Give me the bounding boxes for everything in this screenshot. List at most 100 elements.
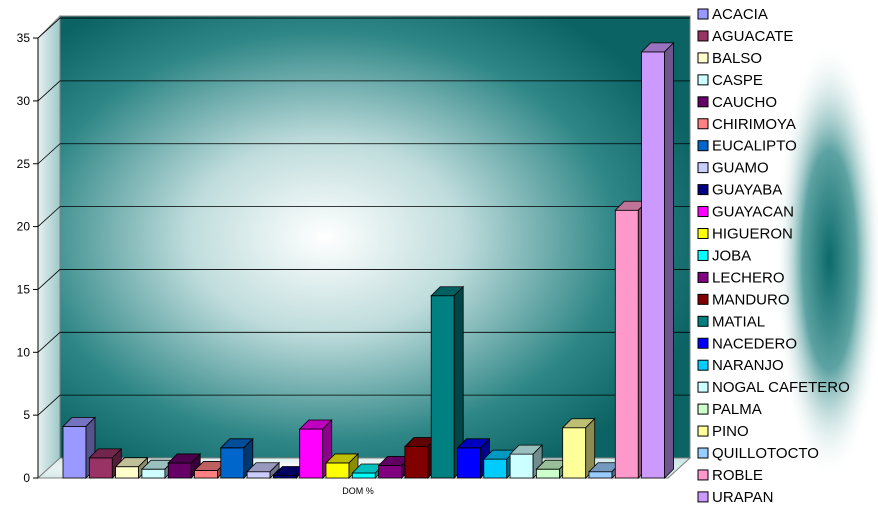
legend-label: GUAMO	[712, 160, 769, 177]
y-tick-label: 25	[17, 157, 31, 171]
bar-side	[269, 461, 280, 479]
legend-label: CAUCHO	[712, 94, 777, 111]
legend-label: NACEDERO	[712, 335, 797, 352]
bar-front	[641, 51, 665, 479]
legend-swatch	[697, 359, 709, 371]
legend-item: CASPE	[697, 72, 763, 89]
legend-swatch	[697, 293, 709, 305]
legend-item: NACEDERO	[697, 335, 797, 352]
bar	[509, 444, 544, 479]
legend-swatch	[697, 337, 709, 349]
chart-walls	[36, 14, 692, 480]
y-tick-label: 15	[17, 282, 31, 296]
legend-label: NARANJO	[712, 357, 784, 374]
bar	[114, 456, 149, 479]
legend-swatch	[697, 30, 709, 42]
legend-label: CHIRIMOYA	[712, 116, 796, 133]
bar-front	[562, 427, 587, 479]
legend-swatch	[697, 447, 709, 459]
legend-swatch	[697, 52, 709, 64]
legend-item: ACACIA	[697, 6, 768, 23]
legend-label: GUAYACAN	[712, 204, 794, 221]
bar	[456, 437, 491, 479]
legend-label: ROBLE	[712, 467, 763, 484]
y-tick-label: 10	[17, 345, 31, 359]
bar	[167, 452, 202, 479]
bar-front	[220, 447, 245, 479]
bar-front	[194, 470, 218, 479]
gridline	[37, 80, 690, 102]
legend-item: PALMA	[697, 401, 762, 418]
gridline	[37, 394, 690, 416]
legend-label: ACACIA	[712, 6, 768, 23]
legend-item: QUILLOTOCTO	[697, 445, 819, 462]
bar	[62, 416, 96, 479]
legend-item: JOBA	[697, 247, 751, 264]
gridline	[37, 143, 690, 165]
legend-swatch	[697, 96, 709, 108]
legend-label: HIGUERON	[712, 226, 793, 243]
legend-label: EUCALIPTO	[712, 138, 797, 155]
legend-item: MATIAL	[697, 313, 765, 330]
bar	[325, 452, 359, 479]
legend-swatch	[697, 206, 709, 218]
legend-item: MANDURO	[697, 291, 790, 308]
legend-label: URAPAN	[712, 489, 773, 506]
bar-front	[457, 447, 481, 479]
gridline	[37, 17, 690, 39]
gridline	[37, 206, 690, 227]
gridlines	[37, 17, 690, 416]
legend-label: QUILLOTOCTO	[712, 445, 819, 462]
bar-front	[351, 472, 376, 479]
backdrop-glow	[770, 40, 878, 480]
bar	[640, 41, 675, 479]
bar-front	[88, 457, 113, 479]
side-wall	[37, 14, 61, 480]
legend: ACACIA AGUACATE BALSO CASPE CAUCHO CHIRIMOYA E…	[697, 6, 850, 506]
bar-front	[62, 426, 87, 479]
bar-front	[246, 471, 271, 479]
gridline	[37, 269, 690, 290]
bar-front	[404, 446, 429, 479]
legend-item: GUAYACAN	[697, 204, 794, 221]
legend-item: NARANJO	[697, 357, 784, 374]
legend-item: AGUACATE	[697, 28, 793, 45]
bar-front	[430, 295, 455, 479]
legend-label: AGUACATE	[712, 28, 793, 45]
legend-label: CASPE	[712, 72, 763, 89]
bars	[62, 41, 675, 479]
y-axis: 0 5 10 15 20 25 30 35	[17, 31, 39, 485]
y-tick-label: 35	[17, 31, 31, 45]
legend-label: MATIAL	[712, 313, 765, 330]
bar-front	[141, 468, 166, 479]
bar-front	[509, 453, 534, 479]
legend-swatch	[697, 315, 709, 327]
legend-swatch	[697, 491, 709, 503]
legend-item: GUAMO	[697, 160, 769, 177]
legend-swatch	[697, 469, 709, 481]
bar	[377, 455, 412, 479]
legend-item: NOGAL CAFETERO	[697, 379, 850, 396]
x-axis-label: DOM %	[342, 486, 374, 496]
legend-item: PINO	[697, 423, 749, 440]
bar-front	[483, 458, 508, 479]
legend-label: PALMA	[712, 401, 762, 418]
legend-swatch	[697, 271, 709, 283]
y-tick-label: 5	[23, 408, 30, 422]
bar-front	[115, 466, 139, 479]
bar	[298, 419, 333, 479]
legend-item: URAPAN	[697, 489, 773, 506]
legend-swatch	[697, 381, 709, 393]
legend-item: LECHERO	[697, 269, 785, 286]
legend-swatch	[697, 403, 709, 415]
y-tick-label: 30	[17, 94, 31, 108]
legend-swatch	[697, 162, 709, 174]
bar	[88, 447, 123, 479]
bar-front	[299, 428, 324, 479]
legend-item: CHIRIMOYA	[697, 116, 796, 133]
legend-item: BALSO	[697, 50, 762, 67]
bar-front	[536, 468, 560, 479]
legend-label: NOGAL CAFETERO	[712, 379, 850, 396]
bar-front	[588, 471, 613, 479]
